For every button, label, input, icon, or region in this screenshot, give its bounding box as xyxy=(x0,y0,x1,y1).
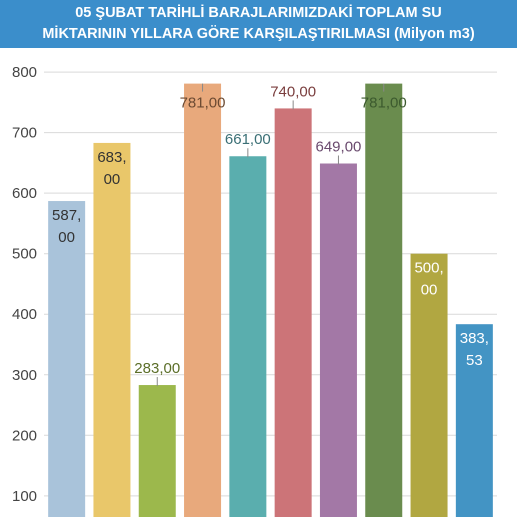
bar xyxy=(48,201,86,517)
y-tick-label: 500 xyxy=(12,246,37,263)
bar-value-label: 781,00 xyxy=(180,95,226,112)
y-axis-ticks: 100 200 300 400 500 600 700 800 xyxy=(12,64,37,505)
bar xyxy=(365,83,403,517)
bar-value-label: 383, 53 xyxy=(460,330,489,369)
bar xyxy=(319,163,357,517)
chart-title-line-2: MİKTARININ YILLARA GÖRE KARŞILAŞTIRILMAS… xyxy=(42,26,475,42)
y-tick-label: 100 xyxy=(12,488,37,505)
y-tick-label: 200 xyxy=(12,427,37,444)
bar-value-label: 500, 00 xyxy=(414,260,443,299)
bar xyxy=(93,142,131,517)
bar-value-label: 587, 00 xyxy=(52,207,81,246)
bar-value-label: 649,00 xyxy=(316,139,362,156)
bar-value-label: 683, 00 xyxy=(97,149,126,188)
bar-value-label: 283,00 xyxy=(134,360,180,377)
y-tick-label: 300 xyxy=(12,367,37,384)
bar-value-label: 740,00 xyxy=(270,83,316,100)
bar xyxy=(229,156,267,517)
y-tick-label: 700 xyxy=(12,125,37,142)
y-tick-label: 600 xyxy=(12,185,37,202)
y-tick-label: 400 xyxy=(12,306,37,323)
bar xyxy=(184,83,222,517)
bar xyxy=(274,108,312,517)
bar xyxy=(410,253,448,517)
bar-value-label: 781,00 xyxy=(361,95,407,112)
bar-labels: 587, 00 683, 00 283,00 781,00 661,00 740,00 649,… xyxy=(52,83,489,387)
bars xyxy=(48,83,493,517)
bar-value-label: 661,00 xyxy=(225,131,271,148)
bar xyxy=(138,385,176,517)
chart-title: 05 ŞUBAT TARİHLİ BARAJLARIMIZDAKİ TOPLAM… xyxy=(0,0,517,48)
bar xyxy=(455,324,493,517)
chart-title-line-1: 05 ŞUBAT TARİHLİ BARAJLARIMIZDAKİ TOPLAM… xyxy=(75,5,442,21)
y-tick-label: 800 xyxy=(12,64,37,81)
